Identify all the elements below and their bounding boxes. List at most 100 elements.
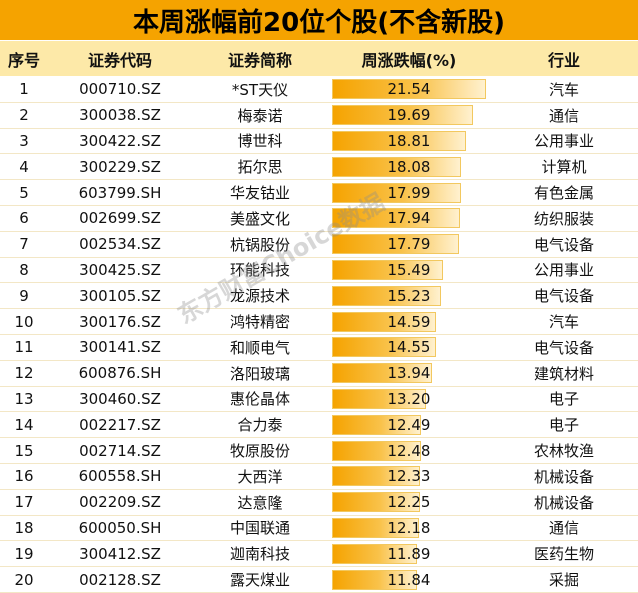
row-name: 牧原股份 <box>229 442 290 461</box>
change-bar-track: 17.94 <box>332 208 486 229</box>
table-row[interactable]: 11 300141.SZ 和顺电气 14.55 电气设备 <box>0 334 638 361</box>
row-industry: 计算机 <box>541 158 587 177</box>
row-code: 300141.SZ <box>79 338 161 357</box>
row-index: 12 <box>14 364 34 383</box>
change-bar <box>332 105 473 126</box>
row-change: 15.23 <box>328 283 490 308</box>
change-bar <box>332 363 432 384</box>
change-value: 18.81 <box>387 131 431 150</box>
row-industry: 有色金属 <box>533 184 594 203</box>
row-name: 洛阳玻璃 <box>229 364 290 383</box>
change-bar-track: 14.59 <box>332 311 486 332</box>
table-row[interactable]: 17 002209.SZ 达意隆 12.25 机械设备 <box>0 489 638 516</box>
row-name: 华友钴业 <box>229 184 290 203</box>
change-bar <box>332 388 426 409</box>
row-code: 300105.SZ <box>79 286 161 305</box>
table-row[interactable]: 6 002699.SZ 美盛文化 17.94 纺织服装 <box>0 205 638 232</box>
table-row[interactable]: 12 600876.SH 洛阳玻璃 13.94 建筑材料 <box>0 360 638 387</box>
change-bar <box>332 259 443 280</box>
change-bar <box>332 182 461 203</box>
header-name[interactable]: 证券简称 <box>227 50 292 70</box>
header-change[interactable]: 周涨跌幅(%) <box>328 41 490 76</box>
change-value: 19.69 <box>387 106 431 125</box>
table-row[interactable]: 7 002534.SZ 杭锅股份 17.79 电气设备 <box>0 231 638 258</box>
header-code[interactable]: 证券代码 <box>87 50 152 70</box>
row-industry: 电子 <box>548 416 579 435</box>
row-code: 300425.SZ <box>79 260 161 279</box>
change-bar <box>332 517 419 538</box>
row-name: 中国联通 <box>229 519 290 538</box>
table-row[interactable]: 15 002714.SZ 牧原股份 12.48 农林牧渔 <box>0 438 638 464</box>
row-name: 环能科技 <box>229 261 290 280</box>
change-value: 17.94 <box>387 209 431 228</box>
row-change: 11.84 <box>328 567 490 592</box>
table-row[interactable]: 14 002217.SZ 合力泰 12.49 电子 <box>0 412 638 439</box>
row-code: 300412.SZ <box>79 544 161 563</box>
row-index: 18 <box>14 518 34 537</box>
header-industry[interactable]: 行业 <box>547 50 580 70</box>
row-change: 13.94 <box>328 361 490 386</box>
row-index: 1 <box>19 80 29 99</box>
table-title: 本周涨幅前20位个股(不含新股) <box>0 0 638 41</box>
row-index: 20 <box>14 570 34 589</box>
row-name: 大西洋 <box>237 467 283 486</box>
change-bar <box>332 156 461 177</box>
row-change: 12.18 <box>328 516 490 541</box>
row-index: 17 <box>14 493 34 512</box>
change-value: 11.84 <box>387 570 431 589</box>
row-change: 11.89 <box>328 541 490 566</box>
row-name: 达意隆 <box>237 493 283 512</box>
table-row[interactable]: 2 300038.SZ 梅泰诺 19.69 通信 <box>0 102 638 129</box>
change-bar <box>332 414 421 435</box>
row-change: 19.69 <box>328 103 490 128</box>
change-bar-track: 18.81 <box>332 130 486 151</box>
change-bar <box>332 285 441 306</box>
row-industry: 电气设备 <box>533 287 594 306</box>
table-row[interactable]: 10 300176.SZ 鸿特精密 14.59 汽车 <box>0 309 638 335</box>
row-industry: 公用事业 <box>533 261 594 280</box>
table-row[interactable]: 5 603799.SH 华友钴业 17.99 有色金属 <box>0 180 638 206</box>
change-bar-track: 19.69 <box>332 105 486 126</box>
change-value: 14.59 <box>387 312 431 331</box>
row-name: 梅泰诺 <box>237 106 283 125</box>
table-row[interactable]: 18 600050.SH 中国联通 12.18 通信 <box>0 515 638 542</box>
table-row[interactable]: 16 600558.SH 大西洋 12.33 机械设备 <box>0 463 638 490</box>
table-header: 序号 证券代码 证券简称 周涨跌幅(%) 行业 <box>0 41 638 77</box>
table-row[interactable]: 9 300105.SZ 龙源技术 15.23 电气设备 <box>0 283 638 310</box>
header-index[interactable]: 序号 <box>7 50 40 70</box>
row-change: 12.49 <box>328 412 490 437</box>
change-value: 13.94 <box>387 364 431 383</box>
change-value: 21.54 <box>387 80 431 99</box>
table-row[interactable]: 8 300425.SZ 环能科技 15.49 公用事业 <box>0 257 638 284</box>
row-industry: 纺织服装 <box>533 209 594 228</box>
change-bar <box>332 208 460 229</box>
row-code: 002209.SZ <box>79 493 161 512</box>
row-change: 17.99 <box>328 180 490 205</box>
row-name: 和顺电气 <box>229 338 290 357</box>
table-row[interactable]: 19 300412.SZ 迦南科技 11.89 医药生物 <box>0 541 638 568</box>
change-bar-track: 12.18 <box>332 517 486 538</box>
row-change: 12.25 <box>328 490 490 515</box>
table-row[interactable]: 13 300460.SZ 惠伦晶体 13.20 电子 <box>0 386 638 413</box>
row-code: 002714.SZ <box>79 441 161 460</box>
row-index: 16 <box>14 467 34 486</box>
change-bar-track: 15.49 <box>332 259 486 280</box>
table-row[interactable]: 20 002128.SZ 露天煤业 11.84 采掘 <box>0 567 638 593</box>
change-bar-track: 12.33 <box>332 466 486 487</box>
table-row[interactable]: 4 300229.SZ 拓尔思 18.08 计算机 <box>0 154 638 181</box>
table-row[interactable]: 3 300422.SZ 博世科 18.81 公用事业 <box>0 128 638 155</box>
row-code: 300038.SZ <box>79 106 161 125</box>
row-industry: 农林牧渔 <box>533 442 594 461</box>
change-bar-track: 13.20 <box>332 388 486 409</box>
change-value: 11.89 <box>387 544 431 563</box>
change-value: 13.20 <box>387 389 431 408</box>
row-index: 14 <box>14 415 34 434</box>
row-industry: 电气设备 <box>533 338 594 357</box>
table-row[interactable]: 1 000710.SZ *ST天仪 21.54 汽车 <box>0 77 638 103</box>
row-industry: 采掘 <box>548 571 579 590</box>
change-bar-track: 17.99 <box>332 182 486 203</box>
change-bar <box>332 492 420 513</box>
row-code: 603799.SH <box>78 183 162 202</box>
row-index: 13 <box>14 389 34 408</box>
change-bar-track: 12.48 <box>332 440 486 461</box>
